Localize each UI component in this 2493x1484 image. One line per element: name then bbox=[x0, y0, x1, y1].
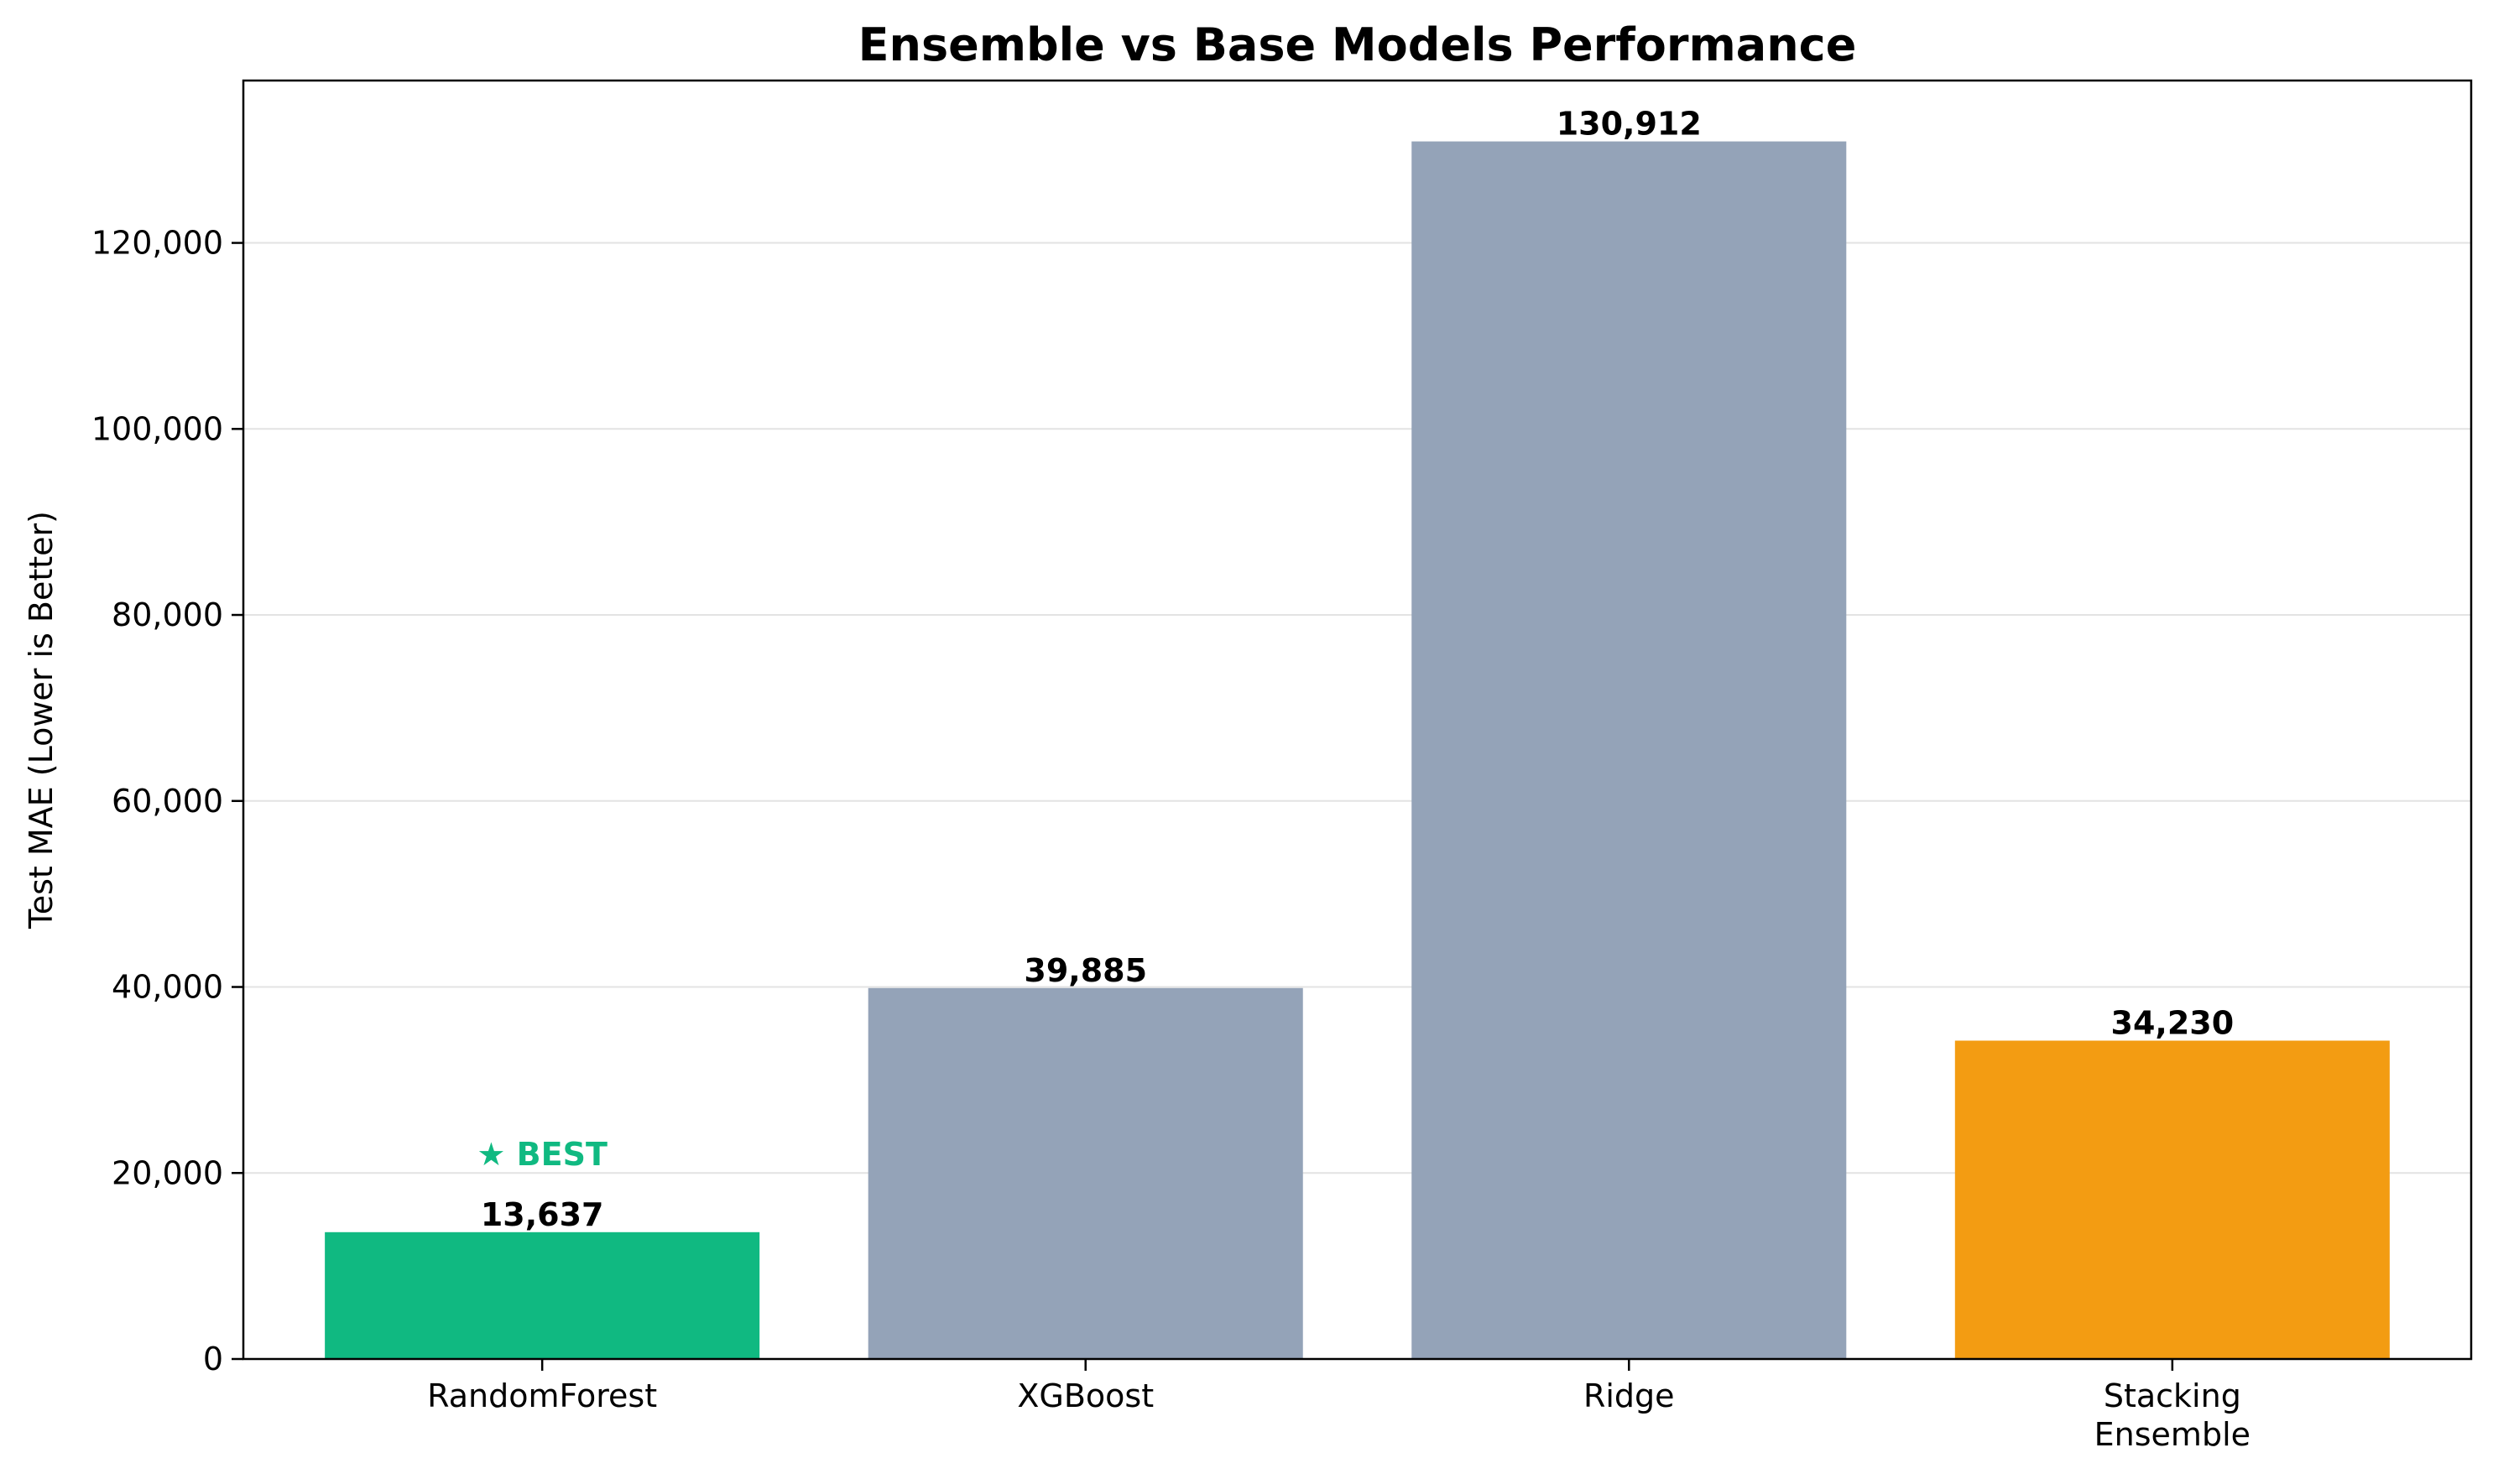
value-label: 34,230 bbox=[2111, 1004, 2235, 1041]
y-tick-label: 120,000 bbox=[91, 225, 223, 262]
x-tick-label: Stacking Ensemble bbox=[2094, 1377, 2250, 1453]
bar bbox=[325, 1231, 760, 1359]
x-axis-ticks: RandomForest XGBoost Ridge Stacking Ensemble bbox=[427, 1359, 2250, 1453]
value-label: 39,885 bbox=[1024, 952, 1147, 989]
y-tick-label: 20,000 bbox=[112, 1154, 223, 1191]
y-tick-label: 60,000 bbox=[112, 783, 223, 820]
x-tick-label: Ridge bbox=[1583, 1377, 1675, 1414]
plot-frame bbox=[242, 79, 2473, 1361]
value-label: 130,912 bbox=[1557, 106, 1702, 143]
y-tick-label: 0 bbox=[203, 1341, 223, 1377]
y-tick-label: 100,000 bbox=[91, 410, 223, 447]
value-labels: 13,637 39,885 130,912 34,230 ★ BEST bbox=[477, 106, 2234, 1233]
x-tick-label: XGBoost bbox=[1017, 1377, 1154, 1414]
best-annotation: ★ BEST bbox=[477, 1136, 608, 1173]
x-tick-label: RandomForest bbox=[427, 1377, 657, 1414]
value-label: 13,637 bbox=[481, 1196, 604, 1233]
bar bbox=[1411, 141, 1847, 1359]
bar bbox=[868, 987, 1303, 1359]
chart-title: Ensemble vs Base Models Performance bbox=[858, 18, 1857, 71]
y-axis-ticks: 0 20,000 40,000 60,000 80,000 100,000 120,000 bbox=[91, 225, 243, 1377]
y-tick-label: 80,000 bbox=[112, 596, 223, 633]
y-axis-label: Test MAE (Lower is Better) bbox=[23, 511, 60, 929]
bars bbox=[325, 141, 2390, 1359]
y-tick-label: 40,000 bbox=[112, 969, 223, 1006]
bar bbox=[1954, 1040, 2390, 1359]
